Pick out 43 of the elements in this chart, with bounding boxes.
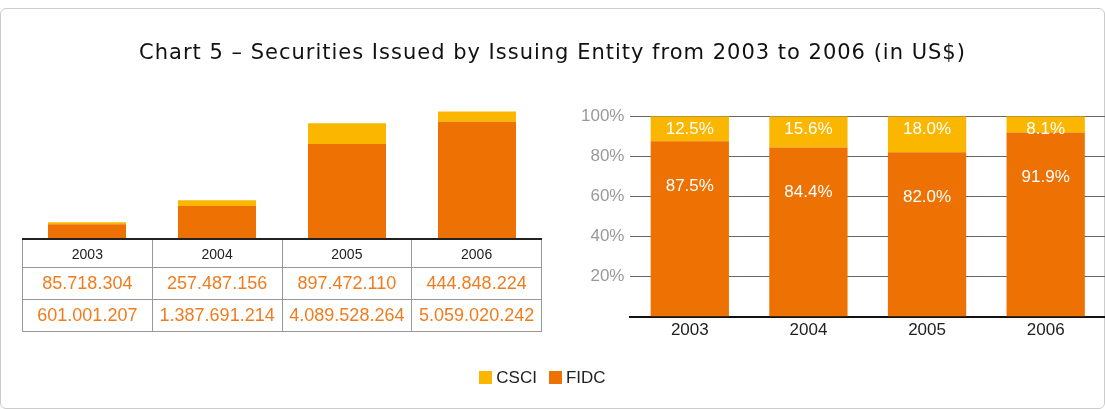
- bar: [48, 224, 126, 238]
- data-label: 8.1%: [1026, 118, 1066, 138]
- category-label: 2005: [331, 245, 363, 262]
- x-tick-label: 2003: [670, 320, 709, 340]
- category-label: 2006: [461, 245, 493, 262]
- x-tick-label: 2004: [789, 320, 828, 340]
- data-label: 18.0%: [902, 118, 952, 138]
- chart-title: Chart 5 – Securities Issued by Issuing Entity from 2003 to 2006 (in US$): [138, 40, 967, 64]
- x-tick-label: 2005: [908, 320, 946, 340]
- data-label: 897.472.110: [282, 267, 412, 300]
- category-label: 2004: [201, 245, 233, 262]
- data-label: 12.5%: [665, 118, 714, 138]
- legend-label: FIDC: [564, 368, 606, 388]
- data-label: 444.848.224: [411, 267, 542, 300]
- bar: [769, 147, 848, 317]
- x-tick-label: 2006: [1026, 320, 1065, 340]
- bar: [178, 200, 256, 207]
- data-label: 15.6%: [784, 118, 833, 138]
- bar: [438, 111, 516, 122]
- y-tick-label: 80%: [590, 145, 625, 165]
- data-label: 91.9%: [1021, 167, 1070, 187]
- y-tick-label: 40%: [590, 226, 625, 246]
- data-label: 84.4%: [784, 182, 833, 202]
- bar: [178, 206, 256, 238]
- data-label: 85.718.304: [22, 267, 153, 300]
- data-label: 257.487.156: [152, 267, 282, 300]
- data-label: 87.5%: [665, 175, 714, 195]
- bar: [438, 121, 516, 238]
- data-label: 601.001.207: [22, 299, 153, 332]
- bar: [887, 152, 967, 317]
- bar: [650, 141, 729, 317]
- data-label: 4.089.528.264: [282, 299, 412, 332]
- legend-label: CSCI: [495, 368, 537, 388]
- data-label: 5.059.020.242: [411, 299, 542, 332]
- y-tick-label: 100%: [581, 105, 625, 125]
- bar: [308, 123, 386, 144]
- category-label: 2003: [71, 245, 103, 262]
- data-label: 1.387.691.214: [152, 299, 282, 332]
- y-tick-label: 60%: [590, 186, 625, 206]
- bar: [1006, 132, 1085, 317]
- y-tick-label: 20%: [590, 266, 625, 286]
- data-label: 82.0%: [902, 186, 952, 206]
- bar: [308, 143, 386, 238]
